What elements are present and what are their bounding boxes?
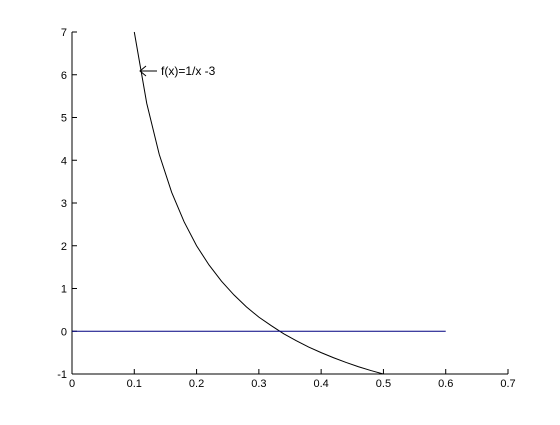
x-tick-label: 0 [69, 378, 75, 390]
y-tick-label: -1 [57, 369, 67, 381]
x-tick-label: 0.5 [376, 378, 391, 390]
y-tick-label: 1 [61, 284, 67, 296]
y-tick-label: 4 [61, 155, 67, 167]
x-tick-label: 0.2 [189, 378, 204, 390]
x-tick-label: 0.3 [251, 378, 266, 390]
arrow-head [139, 65, 147, 77]
y-tick-label: 2 [61, 241, 67, 253]
annotation: f(x)=1/x -3 [161, 64, 216, 78]
y-tick-label: 0 [61, 326, 67, 338]
annotation-arrow [139, 65, 157, 77]
y-tick-label: 7 [61, 27, 67, 39]
y-tick-label: 5 [61, 113, 67, 125]
line-series [133, 31, 384, 375]
x-tick-label: 0.6 [438, 378, 453, 390]
x-tick-label: 0.7 [500, 378, 515, 390]
y-tick-label: 6 [61, 70, 67, 82]
x-tick-label: 0.1 [127, 378, 142, 390]
x-tick-label: 0.4 [313, 378, 328, 390]
y-tick-label: 3 [61, 198, 67, 210]
